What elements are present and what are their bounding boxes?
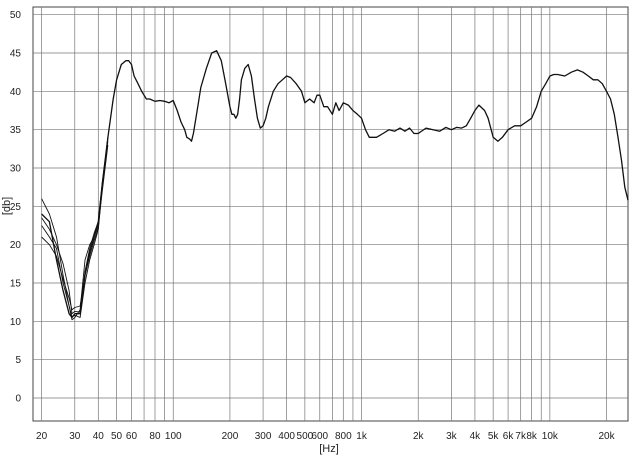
x-tick-label: 7k (515, 431, 527, 442)
series-line (41, 137, 109, 318)
y-tick-label: 15 (10, 279, 22, 290)
y-tick-label: 30 (10, 164, 22, 175)
x-tick-label: 80 (149, 431, 161, 442)
x-tick-label: 60 (126, 431, 138, 442)
x-tick-label: 8k (526, 431, 538, 442)
y-tick-label: 25 (10, 202, 22, 213)
y-tick-label: 0 (15, 394, 21, 405)
y-gridlines (33, 14, 628, 399)
x-gridlines (41, 7, 607, 421)
y-tick-label: 5 (15, 355, 21, 366)
series-line (41, 50, 629, 319)
series-line (41, 141, 109, 315)
x-tick-label: 20 (36, 431, 48, 442)
y-tick-label: 45 (10, 49, 22, 60)
x-tick-label: 500 (297, 431, 314, 442)
series-line (41, 144, 109, 321)
y-tick-labels: 0 5 10 15 20 25 30 35 40 45 50 (10, 10, 22, 404)
x-tick-label: 5k (488, 431, 500, 442)
x-tick-label: 1k (356, 431, 368, 442)
x-tick-label: 6k (503, 431, 515, 442)
y-tick-label: 10 (10, 317, 22, 328)
x-tick-label: 50 (111, 431, 123, 442)
x-tick-label: 300 (255, 431, 272, 442)
x-tick-label: 20k (598, 431, 615, 442)
plot-background (32, 6, 629, 422)
y-tick-label: 20 (10, 240, 22, 251)
x-tick-label: 3k (446, 431, 458, 442)
x-tick-label: 800 (335, 431, 352, 442)
series-line (41, 137, 109, 311)
x-tick-label: 4k (470, 431, 482, 442)
x-axis-label: [Hz] (319, 443, 339, 455)
y-axis-label: [db] (1, 197, 13, 215)
x-tick-label: 10k (542, 431, 559, 442)
x-tick-label: 40 (93, 431, 105, 442)
x-tick-label: 2k (413, 431, 425, 442)
x-tick-label: 600 (311, 431, 328, 442)
x-tick-label: 400 (278, 431, 295, 442)
x-tick-label: 100 (165, 431, 182, 442)
y-tick-label: 50 (10, 10, 22, 21)
y-tick-label: 40 (10, 87, 22, 98)
x-tick-label: 200 (222, 431, 239, 442)
x-tick-label: 30 (69, 431, 81, 442)
series-group (41, 50, 629, 321)
y-tick-label: 35 (10, 125, 22, 136)
